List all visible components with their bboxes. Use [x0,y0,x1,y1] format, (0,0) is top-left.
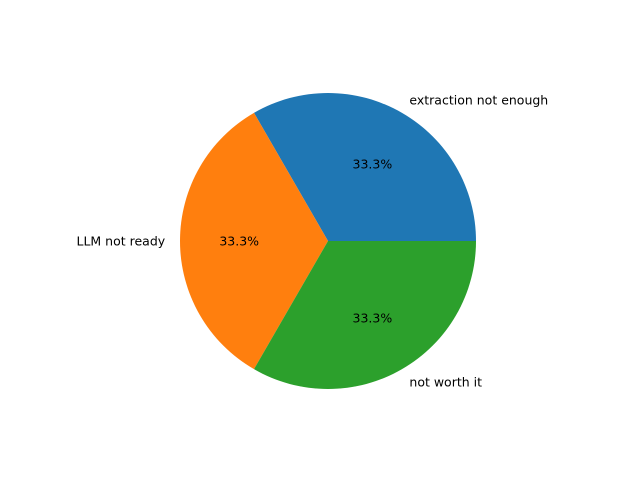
pie-slice-not-worth-it [254,241,476,389]
pie-slice-extraction-not-enough [254,93,476,242]
pie-percent-label-llm-not-ready: 33.3% [219,234,259,249]
pie-percent-label-not-worth-it: 33.3% [353,310,393,325]
pie-category-label-llm-not-ready: LLM not ready [77,234,166,249]
pie-category-label-extraction-not-enough: extraction not enough [409,93,548,108]
pie-percent-label-extraction-not-enough: 33.3% [353,157,393,172]
pie-category-label-not-worth-it: not worth it [409,374,482,389]
